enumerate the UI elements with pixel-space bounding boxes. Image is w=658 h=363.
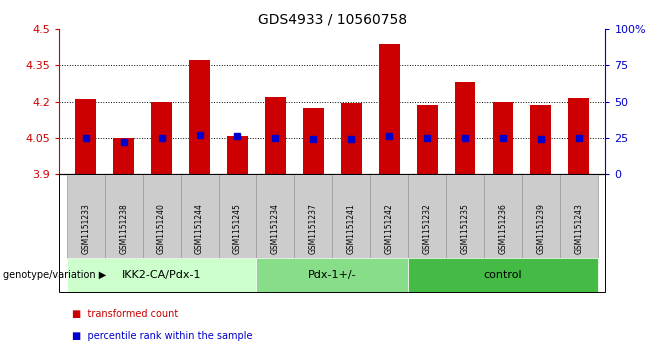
Text: GSM1151239: GSM1151239 [536,203,545,253]
Text: GSM1151242: GSM1151242 [385,203,393,253]
Bar [493,102,513,174]
Text: GSM1151234: GSM1151234 [271,203,280,253]
Bar [75,99,96,174]
Text: ■  percentile rank within the sample: ■ percentile rank within the sample [72,331,253,341]
Text: GSM1151241: GSM1151241 [347,203,356,253]
Text: GSM1151238: GSM1151238 [119,203,128,253]
Bar [417,105,438,174]
Text: GSM1151240: GSM1151240 [157,203,166,253]
Text: GSM1151243: GSM1151243 [574,203,583,253]
Title: GDS4933 / 10560758: GDS4933 / 10560758 [258,12,407,26]
Bar [341,103,362,174]
Bar [303,108,324,174]
Text: GSM1151233: GSM1151233 [82,203,90,253]
Text: GSM1151244: GSM1151244 [195,203,204,253]
Bar [265,97,286,174]
Bar [455,82,476,174]
Bar [569,98,590,174]
Bar [113,138,134,174]
Text: Pdx-1+/-: Pdx-1+/- [308,270,357,280]
Bar [530,105,551,174]
Text: IKK2-CA/Pdx-1: IKK2-CA/Pdx-1 [122,270,201,280]
Bar [227,135,248,174]
Text: GSM1151236: GSM1151236 [499,203,507,253]
Text: ■  transformed count: ■ transformed count [72,309,178,319]
Bar [151,102,172,174]
Text: genotype/variation ▶: genotype/variation ▶ [3,270,107,280]
Text: GSM1151235: GSM1151235 [461,203,470,253]
Bar [379,44,399,174]
Bar [189,61,210,174]
Text: control: control [484,270,522,280]
Text: GSM1151237: GSM1151237 [309,203,318,253]
Text: GSM1151232: GSM1151232 [422,203,432,253]
Text: GSM1151245: GSM1151245 [233,203,242,253]
